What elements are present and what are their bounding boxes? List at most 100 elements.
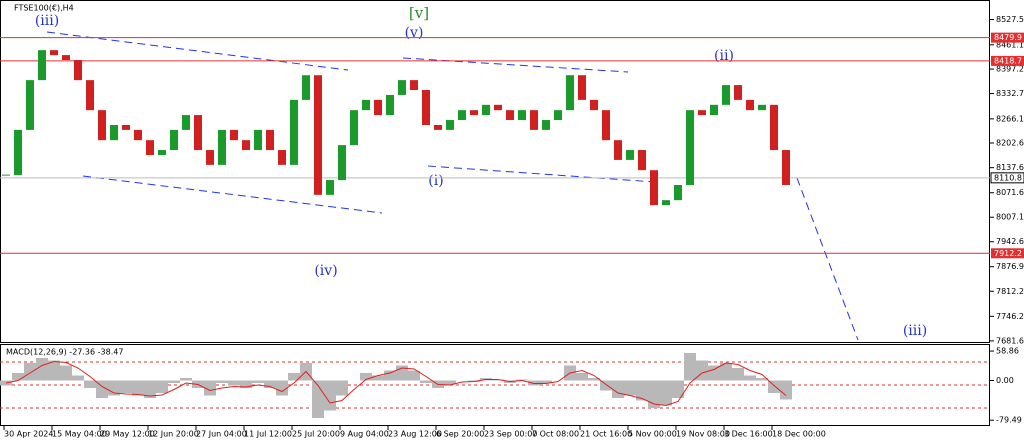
macd-bar bbox=[588, 378, 600, 381]
candle bbox=[74, 60, 82, 81]
macd-bar bbox=[288, 373, 300, 381]
candle bbox=[566, 75, 574, 111]
candle bbox=[194, 115, 202, 151]
price-tag-label: 7912.2 bbox=[994, 249, 1022, 258]
wave-label: (i) bbox=[428, 173, 443, 189]
macd-bar bbox=[696, 360, 708, 381]
candle bbox=[686, 110, 694, 185]
candle bbox=[170, 129, 178, 151]
macd-label: MACD(12,26,9) -27.36 -38.47 bbox=[6, 348, 123, 357]
candle bbox=[362, 99, 370, 111]
x-tick-label: 21 Oct 16:00 bbox=[580, 430, 632, 439]
macd-bar bbox=[168, 380, 180, 383]
macd-bar bbox=[132, 380, 144, 396]
y-tick-label: 7876.9 bbox=[996, 262, 1024, 271]
x-tick-label: 27 Jun 04:00 bbox=[196, 430, 247, 439]
wave-label: (iv) bbox=[314, 263, 337, 279]
macd-bar bbox=[336, 380, 348, 396]
x-tick-label: 19 Nov 08:00 bbox=[676, 430, 730, 439]
price-panel bbox=[0, 0, 990, 343]
macd-bar bbox=[276, 380, 288, 396]
y-tick-label: 8332.7 bbox=[996, 89, 1024, 98]
candle bbox=[98, 110, 106, 141]
candle bbox=[482, 104, 490, 116]
trend-line bbox=[46, 31, 349, 71]
y-tick-label: 8461.1 bbox=[996, 40, 1024, 49]
macd-bar bbox=[600, 380, 612, 391]
macd-bar bbox=[408, 370, 420, 381]
y-tick-label: 7812.2 bbox=[996, 287, 1024, 296]
x-tick-label: 5 Nov 00:00 bbox=[628, 430, 677, 439]
candle bbox=[374, 99, 382, 116]
y-tick-label: 7942.6 bbox=[996, 237, 1024, 246]
price-tag bbox=[991, 55, 1024, 66]
candle bbox=[638, 150, 646, 171]
candle bbox=[110, 124, 118, 141]
x-tick-label: 29 May 12:00 bbox=[100, 430, 155, 439]
macd-tick-label: 58.86 bbox=[996, 347, 1019, 356]
candle bbox=[398, 80, 406, 95]
macd-bar bbox=[264, 380, 276, 388]
trend-line bbox=[402, 57, 629, 73]
macd-bar bbox=[744, 375, 756, 381]
macd-bar bbox=[444, 380, 456, 385]
y-tick-label: 8527.5 bbox=[996, 15, 1024, 24]
candle bbox=[602, 110, 610, 141]
macd-bar bbox=[60, 365, 72, 381]
macd-bar bbox=[48, 360, 60, 381]
candle bbox=[506, 110, 514, 121]
candle bbox=[38, 50, 46, 81]
macd-bar bbox=[756, 378, 768, 381]
macd-bar bbox=[660, 380, 672, 406]
y-tick-label: 8071.6 bbox=[996, 188, 1024, 197]
candle bbox=[758, 104, 766, 111]
macd-bar bbox=[624, 380, 636, 396]
candle bbox=[410, 80, 418, 91]
signal-line bbox=[5, 360, 787, 407]
macd-bar bbox=[780, 380, 792, 400]
candle bbox=[218, 129, 226, 165]
candle bbox=[446, 120, 454, 130]
candle bbox=[746, 99, 754, 111]
macd-bar bbox=[72, 375, 84, 381]
macd-bar bbox=[204, 380, 216, 396]
x-tick-label: 15 May 04:00 bbox=[52, 430, 107, 439]
x-tick-label: 7 Oct 08:00 bbox=[532, 430, 579, 439]
price-tag bbox=[991, 248, 1024, 259]
candle bbox=[674, 184, 682, 201]
x-tick-label: 9 Aug 04:00 bbox=[340, 430, 389, 439]
candle bbox=[458, 110, 466, 121]
price-tag-label: 8418.7 bbox=[994, 56, 1022, 65]
y-tick-label: 8397.2 bbox=[996, 65, 1024, 74]
candle bbox=[650, 170, 658, 206]
candle bbox=[710, 104, 718, 116]
macd-bar bbox=[216, 380, 228, 383]
candle bbox=[386, 94, 394, 116]
y-tick-label: 8266.1 bbox=[996, 114, 1024, 123]
x-tick-label: 12 Jun 20:00 bbox=[148, 430, 199, 439]
candle bbox=[290, 99, 298, 165]
candle bbox=[662, 200, 670, 206]
x-tick-label: 23 Sep 00:00 bbox=[484, 430, 537, 439]
x-tick-label: 18 Dec 00:00 bbox=[772, 430, 826, 439]
macd-bar bbox=[672, 380, 684, 398]
candle bbox=[734, 85, 742, 100]
candle bbox=[782, 150, 790, 185]
candle bbox=[542, 120, 550, 130]
candle bbox=[122, 124, 130, 130]
candle bbox=[494, 104, 502, 111]
candle bbox=[614, 140, 622, 160]
candle bbox=[254, 129, 262, 151]
candle bbox=[350, 110, 358, 146]
macd-bar bbox=[576, 373, 588, 381]
chart-title: FTSE100(€),H4 bbox=[14, 4, 74, 13]
macd-bar bbox=[636, 380, 648, 401]
candle bbox=[206, 150, 214, 165]
macd-bar bbox=[360, 373, 372, 381]
candle bbox=[26, 80, 34, 130]
macd-bar bbox=[540, 380, 552, 383]
candle bbox=[62, 55, 70, 61]
y-tick-label: 7746.2 bbox=[996, 312, 1024, 321]
macd-bar bbox=[96, 380, 108, 398]
